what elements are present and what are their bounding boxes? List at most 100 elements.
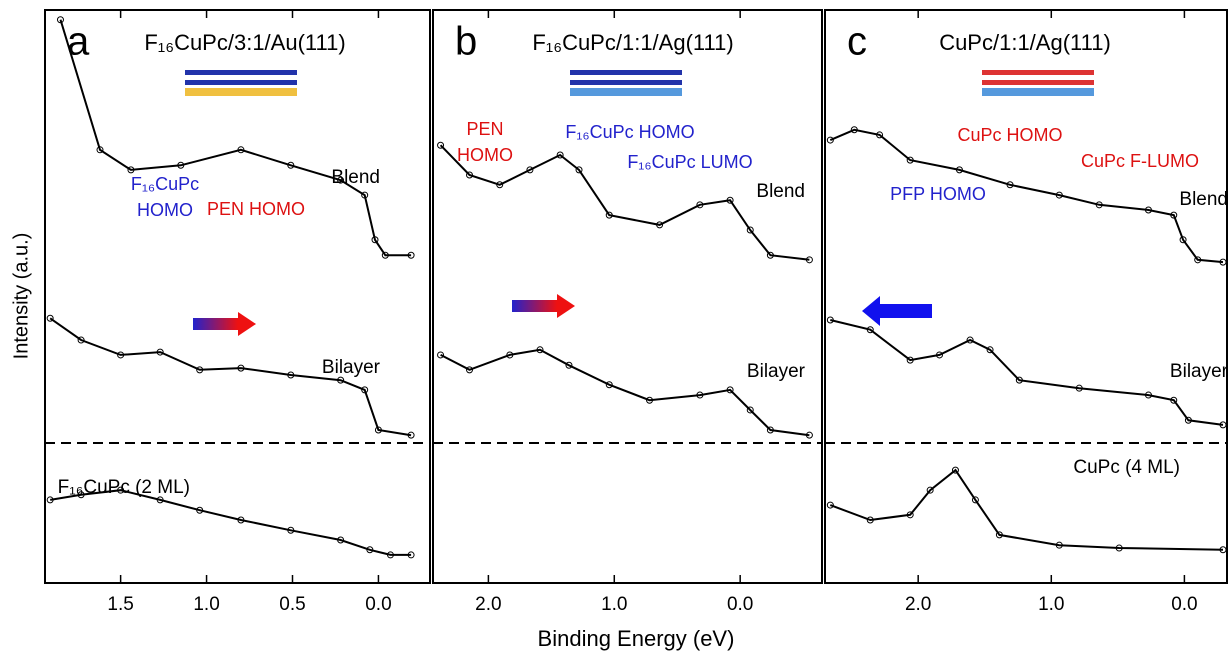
spectrum — [50, 489, 412, 556]
data-point — [1095, 201, 1103, 209]
series-label: F₁₆CuPc (2 ML) — [58, 477, 190, 498]
data-point — [1219, 421, 1227, 429]
data-point — [407, 251, 415, 259]
panel-frame — [432, 9, 823, 584]
panel-frame — [44, 9, 431, 584]
data-point — [1194, 256, 1202, 264]
data-point — [906, 356, 914, 364]
series-label: CuPc (4 ML) — [1073, 457, 1180, 478]
x-axis-label: Binding Energy (eV) — [538, 626, 735, 651]
data-point — [1055, 191, 1063, 199]
data-point — [407, 431, 415, 439]
data-point — [117, 486, 125, 494]
data-point — [526, 166, 534, 174]
x-tick-label: 0.0 — [365, 594, 391, 615]
data-point — [850, 126, 858, 134]
data-point — [381, 251, 389, 259]
shift-arrow — [193, 294, 932, 336]
data-point — [906, 511, 914, 519]
data-point — [466, 171, 474, 179]
data-point — [1055, 541, 1063, 549]
data-point — [766, 426, 774, 434]
data-point — [565, 361, 573, 369]
data-point — [906, 156, 914, 164]
data-point — [407, 551, 415, 559]
x-tick-label: 0.0 — [727, 594, 753, 615]
data-point — [656, 221, 664, 229]
data-point — [437, 351, 445, 359]
data-point — [536, 346, 544, 354]
data-point — [196, 506, 204, 514]
data-point — [1170, 211, 1178, 219]
data-point — [1219, 546, 1227, 554]
data-point — [1115, 544, 1123, 552]
panel-letter: a — [67, 20, 90, 64]
data-point — [1144, 391, 1152, 399]
x-tick-label: 1.0 — [1038, 594, 1064, 615]
peak-label: CuPc HOMO — [957, 125, 1062, 145]
data-point — [1006, 181, 1014, 189]
data-point — [1170, 396, 1178, 404]
data-point — [337, 376, 345, 384]
data-point — [876, 131, 884, 139]
data-point — [337, 536, 345, 544]
data-point — [374, 426, 382, 434]
data-point — [466, 366, 474, 374]
data-point — [287, 526, 295, 534]
data-point — [696, 201, 704, 209]
x-tick-label: 1.0 — [601, 594, 627, 615]
data-point — [696, 391, 704, 399]
data-point — [77, 491, 85, 499]
data-point — [237, 146, 245, 154]
peak-label: F₁₆CuPc — [131, 174, 199, 194]
data-point — [237, 364, 245, 372]
spectrum — [439, 144, 810, 261]
series-label: Bilayer — [1170, 361, 1228, 382]
data-point — [805, 431, 813, 439]
schematic — [185, 70, 1094, 96]
data-point — [117, 351, 125, 359]
peak-label: CuPc F-LUMO — [1081, 151, 1199, 171]
data-point — [646, 396, 654, 404]
data-point — [156, 496, 164, 504]
data-point — [361, 191, 369, 199]
data-point — [955, 166, 963, 174]
series-label: Bilayer — [322, 357, 381, 378]
data-point — [726, 196, 734, 204]
data-point — [77, 336, 85, 344]
data-point — [196, 366, 204, 374]
panel-title: F₁₆CuPc/1:1/Ag(111) — [532, 30, 733, 55]
data-point — [805, 256, 813, 264]
data-point — [726, 386, 734, 394]
data-point — [935, 351, 943, 359]
data-point — [1184, 416, 1192, 424]
data-point — [746, 226, 754, 234]
data-point — [995, 531, 1003, 539]
data-point — [371, 236, 379, 244]
data-point — [966, 336, 974, 344]
data-point — [96, 146, 104, 154]
data-point — [826, 136, 834, 144]
peak-label: F₁₆CuPc HOMO — [565, 122, 694, 142]
x-tick-label: 0.0 — [1171, 594, 1197, 615]
peak-label: HOMO — [137, 200, 193, 220]
data-point — [605, 211, 613, 219]
data-point — [866, 516, 874, 524]
data-point — [361, 386, 369, 394]
data-point — [556, 151, 564, 159]
data-point — [46, 314, 54, 322]
series-label: Bilayer — [747, 361, 806, 382]
data-point — [971, 496, 979, 504]
y-axis-label: Intensity (a.u.) — [10, 233, 32, 360]
peak-label: PFP HOMO — [890, 184, 986, 204]
data-point — [496, 181, 504, 189]
data-point — [337, 176, 345, 184]
data-point — [951, 466, 959, 474]
x-tick-label: 2.0 — [905, 594, 931, 615]
data-point — [437, 141, 445, 149]
spectrum — [440, 348, 810, 437]
panel-letter: c — [847, 20, 867, 64]
data-point — [287, 371, 295, 379]
peak-label: PEN HOMO — [207, 199, 305, 219]
